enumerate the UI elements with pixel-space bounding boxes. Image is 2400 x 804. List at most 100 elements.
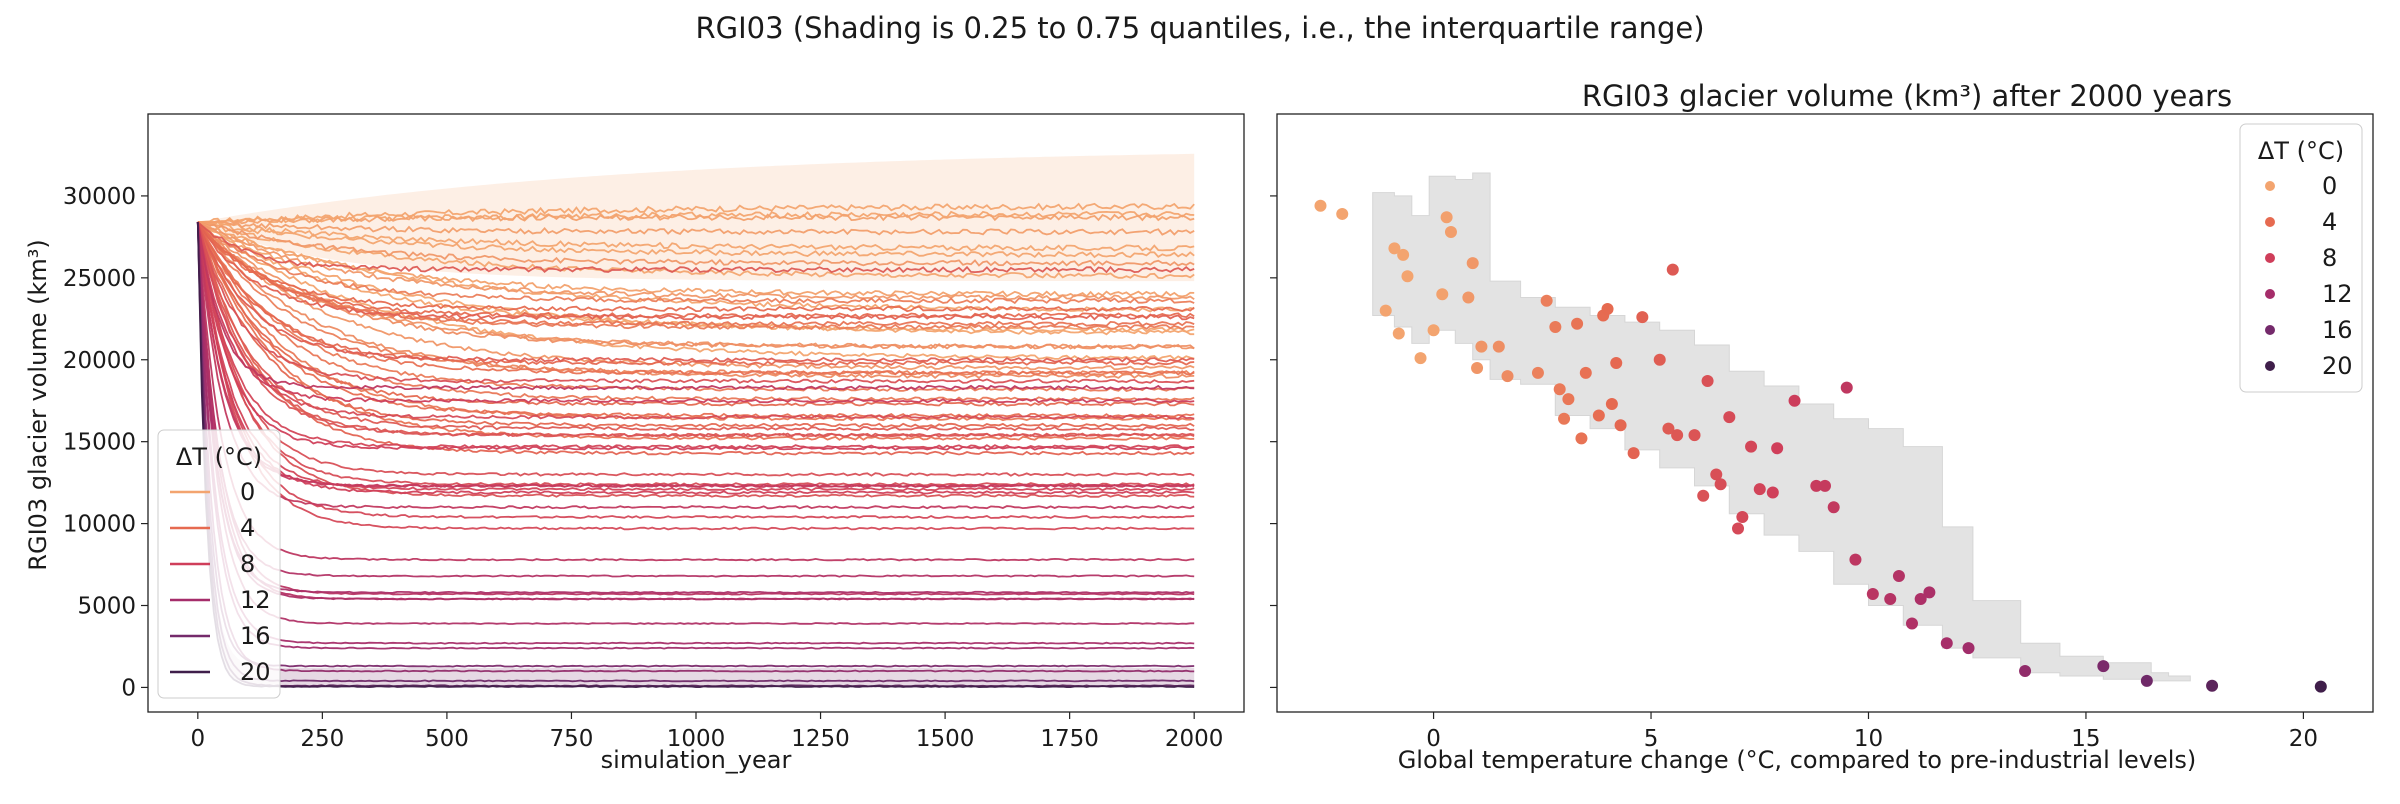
y-tick-label: 20000 bbox=[63, 348, 136, 374]
right-data-layer bbox=[1314, 172, 2327, 693]
series-line bbox=[197, 202, 1195, 225]
series-line bbox=[196, 221, 1195, 391]
series-line bbox=[197, 221, 1195, 361]
scatter-point bbox=[1810, 479, 1823, 492]
interquartile-band bbox=[1372, 172, 2191, 682]
series-line bbox=[197, 221, 1195, 327]
x-tick-label: 250 bbox=[300, 726, 344, 752]
series-line bbox=[196, 221, 1195, 451]
scatter-point bbox=[1575, 432, 1588, 445]
scatter-point bbox=[1923, 586, 1936, 599]
y-tick-label: 30000 bbox=[63, 184, 136, 210]
scatter-point bbox=[1736, 511, 1749, 524]
left-legend-box bbox=[157, 429, 281, 699]
series-line bbox=[196, 221, 1195, 438]
scatter-point bbox=[1827, 501, 1840, 514]
scatter-point bbox=[1662, 422, 1675, 435]
right-legend-marker bbox=[2265, 253, 2275, 263]
x-tick-label: 1250 bbox=[791, 726, 850, 752]
right-legend-label: 0 bbox=[2322, 172, 2337, 200]
scatter-point bbox=[1819, 479, 1831, 492]
right-legend-marker bbox=[2265, 325, 2275, 335]
scatter-point bbox=[2140, 674, 2153, 687]
scatter-point bbox=[1592, 409, 1605, 422]
y-tick-label: 0 bbox=[121, 675, 136, 701]
scatter-point bbox=[1697, 489, 1710, 502]
scatter-point bbox=[1397, 248, 1410, 261]
scatter-point bbox=[2206, 679, 2219, 692]
series-line bbox=[196, 221, 1195, 404]
scatter-point bbox=[1753, 483, 1766, 496]
series-line bbox=[197, 210, 1195, 225]
series-line bbox=[196, 221, 1195, 498]
series-line bbox=[197, 221, 1195, 274]
series-line bbox=[196, 222, 1195, 601]
left-legend-label: 8 bbox=[240, 550, 255, 578]
series-line bbox=[197, 221, 1195, 252]
scatter-point bbox=[1653, 353, 1666, 366]
series-line bbox=[196, 221, 1195, 495]
scatter-point bbox=[1401, 270, 1414, 283]
series-line bbox=[196, 221, 1195, 407]
series-line bbox=[197, 221, 1195, 350]
scatter-point bbox=[1614, 419, 1627, 432]
series-line bbox=[196, 221, 1195, 428]
y-tick-label: 10000 bbox=[63, 512, 136, 538]
right-legend-title: ΔT (°C) bbox=[2258, 137, 2344, 165]
scatter-point bbox=[1914, 592, 1927, 605]
scatter-point bbox=[1462, 291, 1475, 304]
left-legend-title: ΔT (°C) bbox=[176, 443, 262, 471]
series-line bbox=[196, 221, 1195, 449]
scatter-point bbox=[1866, 588, 1879, 601]
series-line bbox=[196, 222, 1195, 650]
right-legend-label: 12 bbox=[2322, 280, 2353, 308]
x-tick-label: 1750 bbox=[1040, 726, 1099, 752]
series-line bbox=[196, 222, 1195, 668]
series-line bbox=[197, 213, 1195, 225]
x-tick-label: 1000 bbox=[667, 726, 726, 752]
right-legend: ΔT (°C) 0 4 8 12 16 20 bbox=[2239, 123, 2363, 393]
scatter-point bbox=[1436, 288, 1449, 301]
series-line bbox=[196, 222, 1195, 645]
scatter-point bbox=[2097, 660, 2110, 673]
y-tick-label: 15000 bbox=[63, 430, 136, 456]
scatter-point bbox=[1666, 263, 1679, 276]
y-tick-label: 25000 bbox=[63, 266, 136, 292]
series-line bbox=[197, 221, 1195, 305]
scatter-point bbox=[1392, 327, 1405, 340]
right-legend-box bbox=[2239, 123, 2363, 393]
left-x-axis-label: simulation_year bbox=[601, 746, 792, 774]
series-line bbox=[196, 221, 1195, 456]
scatter-point bbox=[1440, 211, 1453, 224]
series-line bbox=[197, 221, 1195, 298]
left-series-layer bbox=[196, 153, 1195, 689]
left-legend-label: 0 bbox=[240, 478, 255, 506]
scatter-point bbox=[1571, 317, 1584, 330]
series-line bbox=[197, 221, 1195, 371]
scatter-point bbox=[1671, 429, 1684, 442]
scatter-point bbox=[1940, 637, 1953, 650]
x-tick-label: 5 bbox=[1644, 726, 1659, 752]
series-line bbox=[196, 222, 1195, 578]
x-tick-label: 500 bbox=[425, 726, 469, 752]
left-legend-label: 16 bbox=[240, 622, 271, 650]
scatter-point bbox=[1336, 207, 1349, 220]
scatter-point bbox=[1553, 383, 1566, 396]
series-line bbox=[197, 221, 1195, 321]
scatter-point bbox=[1605, 397, 1618, 410]
right-plot-area: 0 5 10 15 20 ΔT (°C) 0 4 8 12 16 20 bbox=[1270, 113, 2374, 752]
x-tick-label: 15 bbox=[2071, 726, 2100, 752]
right-legend-marker bbox=[2265, 181, 2275, 191]
scatter-point bbox=[1579, 366, 1592, 379]
right-x-axis-label: Global temperature change (°C, compared … bbox=[1398, 746, 2197, 774]
scatter-point bbox=[1962, 642, 1975, 655]
x-tick-label: 2000 bbox=[1165, 726, 1224, 752]
series-line bbox=[196, 221, 1195, 432]
scatter-point bbox=[1766, 486, 1779, 499]
scatter-point bbox=[1688, 429, 1701, 442]
right-legend-label: 4 bbox=[2322, 208, 2337, 236]
left-y-axis-label: RGI03 glacier volume (km³) bbox=[24, 239, 52, 570]
scatter-point bbox=[1723, 411, 1736, 424]
scatter-point bbox=[1905, 617, 1918, 630]
